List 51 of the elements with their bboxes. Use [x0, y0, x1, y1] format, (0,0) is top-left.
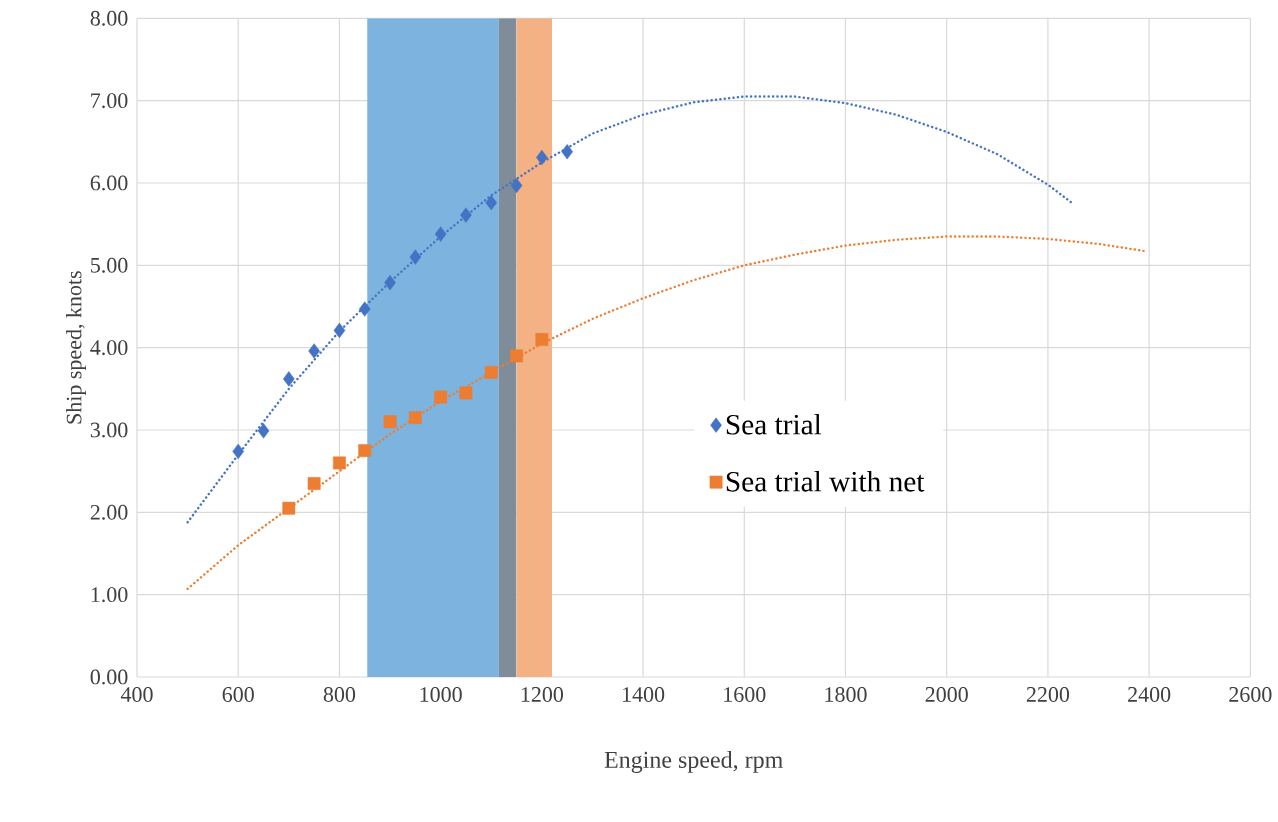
x-tick-label: 400 — [120, 687, 153, 702]
point — [383, 415, 397, 429]
legend-label: Sea trial — [726, 413, 822, 435]
x-tick-label: 2600 — [1229, 687, 1272, 702]
point — [232, 443, 244, 460]
y-axis-title: Ship speed, knots — [66, 271, 86, 424]
point — [333, 322, 346, 338]
point — [510, 177, 523, 194]
x-tick-label: 2200 — [1026, 687, 1070, 702]
point — [384, 275, 396, 291]
point — [535, 333, 549, 346]
point — [283, 371, 295, 387]
point — [358, 444, 372, 457]
x-tick-label: 1400 — [622, 687, 665, 702]
y-tick-label: 8.00 — [90, 10, 128, 26]
point — [459, 386, 473, 400]
point — [434, 390, 448, 404]
x-tick-label: 2400 — [1128, 687, 1171, 702]
y-tick-label: 5.00 — [91, 257, 128, 273]
y-tick-label: 2.00 — [90, 504, 128, 520]
x-axis-title: Engine speed, rpm — [604, 751, 783, 773]
point — [307, 477, 321, 490]
x-tick-label: 800 — [323, 687, 356, 702]
point — [282, 501, 296, 515]
point — [484, 365, 498, 379]
x-tick-label: 1600 — [724, 687, 766, 702]
y-tick-label: 1.00 — [91, 587, 128, 603]
y-tick-label: 3.00 — [90, 422, 128, 438]
point — [460, 207, 472, 223]
x-tick-label: 2000 — [925, 687, 968, 702]
y-tick-label: 0.00 — [90, 669, 128, 685]
point — [485, 195, 498, 211]
x-tick-label: 1200 — [521, 687, 564, 702]
legend-label: Sea trial with net — [726, 470, 925, 492]
point — [333, 456, 346, 470]
y-tick-label: 6.00 — [90, 175, 128, 191]
point — [510, 349, 523, 363]
x-tick-label: 1000 — [420, 687, 462, 702]
point — [434, 226, 447, 242]
line-series — [186, 95, 1072, 524]
point — [358, 301, 371, 317]
x-tick-label: 1800 — [825, 687, 867, 702]
point — [409, 249, 422, 265]
x-tick-label: 600 — [222, 687, 254, 702]
point — [561, 144, 573, 160]
point — [408, 411, 422, 425]
point — [308, 343, 320, 359]
point — [536, 149, 548, 166]
point — [257, 423, 270, 439]
y-tick-label: 4.00 — [90, 340, 128, 356]
y-tick-label: 7.00 — [91, 93, 128, 109]
